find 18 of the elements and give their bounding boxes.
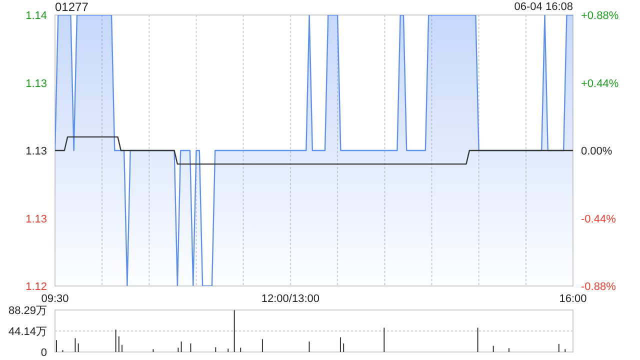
y-tick-label: 0 (40, 346, 47, 359)
y-tick-label: 1.13 (26, 213, 47, 226)
y-tick-label: 1.13 (26, 146, 47, 158)
y2-tick-label: -0.44% (581, 213, 616, 226)
y2-tick-label: +0.44% (581, 78, 619, 90)
y-tick-label: 88.29万 (8, 304, 47, 317)
y2-tick-label: +0.88% (581, 10, 619, 22)
chart-title: 01277 (55, 0, 88, 14)
y-tick-label: 1.12 (26, 281, 47, 293)
y-tick-label: 44.14万 (8, 326, 47, 338)
x-tick-label: 16:00 (559, 292, 587, 305)
x-tick-label: 09:30 (41, 292, 69, 305)
y-tick-label: 1.14 (26, 10, 47, 22)
x-tick-label: 12:00/13:00 (261, 292, 320, 305)
text: 06-04 16:08 (514, 1, 573, 13)
y-tick-label: 1.13 (26, 78, 47, 90)
y2-tick-label: 0.00% (581, 146, 612, 158)
y2-tick-label: -0.88% (581, 281, 616, 293)
